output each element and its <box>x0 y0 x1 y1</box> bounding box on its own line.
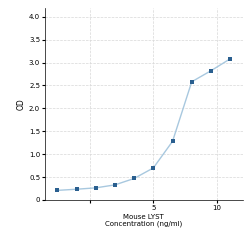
Y-axis label: OD: OD <box>17 98 26 110</box>
X-axis label: Mouse LYST
Concentration (ng/ml): Mouse LYST Concentration (ng/ml) <box>105 214 182 227</box>
